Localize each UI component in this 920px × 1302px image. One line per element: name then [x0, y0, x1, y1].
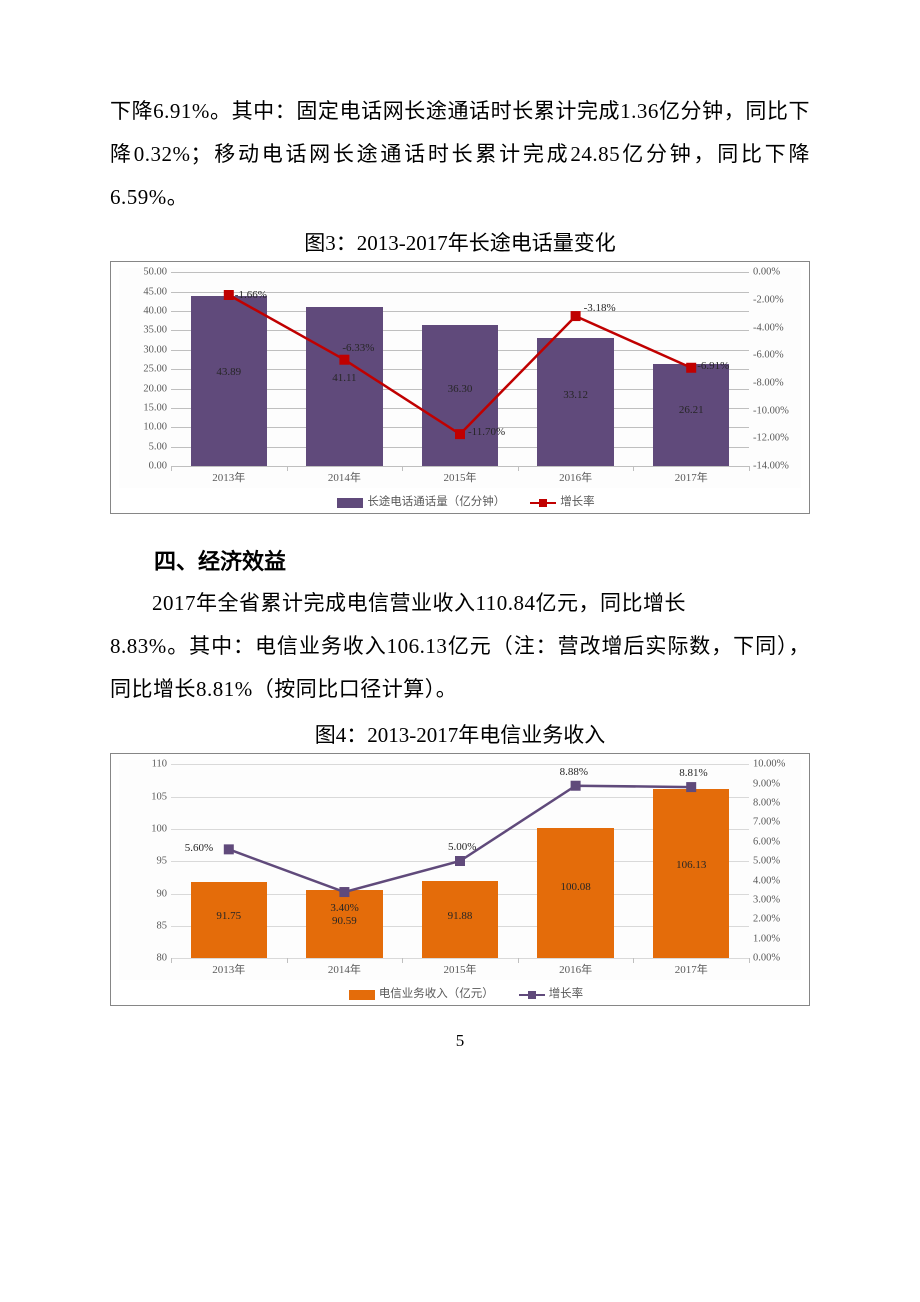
- y-right-tick: -10.00%: [753, 405, 797, 416]
- y-right-tick: 6.00%: [753, 836, 797, 847]
- figure4-title: 图4：2013-2017年电信业务收入: [110, 719, 810, 749]
- y-right-tick: 3.00%: [753, 895, 797, 906]
- line-value-label: 3.40%: [330, 902, 358, 914]
- figure3-title: 图3：2013-2017年长途电话量变化: [110, 227, 810, 257]
- y-left-tick: 85: [121, 920, 167, 931]
- y-right-tick: 8.00%: [753, 798, 797, 809]
- figure4-legend: 电信业务收入（亿元） 增长率: [119, 980, 801, 1003]
- line-value-label: 5.60%: [185, 842, 213, 854]
- y-left-tick: 5.00: [121, 441, 167, 452]
- category-label: 2016年: [518, 958, 634, 977]
- page-number: 5: [110, 1031, 810, 1051]
- y-left-tick: 45.00: [121, 286, 167, 297]
- y-left-tick: 110: [121, 759, 167, 770]
- line-value-label: -11.70%: [468, 426, 505, 438]
- line-value-label: 8.81%: [679, 767, 707, 779]
- line-value-label: 8.88%: [560, 766, 588, 778]
- y-right-tick: -6.00%: [753, 350, 797, 361]
- y-right-tick: 0.00%: [753, 267, 797, 278]
- legend-bar-label: 电信业务收入（亿元）: [379, 988, 494, 1000]
- category-label: 2013年: [171, 958, 287, 977]
- paragraph-2b: 8.83%。其中：电信业务收入106.13亿元（注：营改增后实际数，下同），同比…: [110, 625, 810, 711]
- y-left-tick: 25.00: [121, 364, 167, 375]
- y-left-tick: 20.00: [121, 383, 167, 394]
- y-left-tick: 15.00: [121, 402, 167, 413]
- category-label: 2014年: [287, 466, 403, 485]
- line-value-label: 5.00%: [448, 841, 476, 853]
- line-value-label: -6.33%: [342, 342, 374, 354]
- y-right-tick: 9.00%: [753, 778, 797, 789]
- y-right-tick: 2.00%: [753, 914, 797, 925]
- y-left-tick: 95: [121, 856, 167, 867]
- y-right-tick: -2.00%: [753, 294, 797, 305]
- category-label: 2017年: [633, 466, 749, 485]
- paragraph-2a: 2017年全省累计完成电信营业收入110.84亿元，同比增长: [110, 582, 810, 625]
- y-left-tick: 105: [121, 791, 167, 802]
- legend-line-label: 增长率: [549, 988, 584, 1000]
- paragraph-1: 下降6.91%。其中：固定电话网长途通话时长累计完成1.36亿分钟，同比下降0.…: [110, 90, 810, 219]
- y-right-tick: -14.00%: [753, 461, 797, 472]
- y-right-tick: 0.00%: [753, 953, 797, 964]
- y-right-tick: 10.00%: [753, 759, 797, 770]
- category-label: 2015年: [402, 958, 518, 977]
- line-value-label: -6.91%: [697, 360, 729, 372]
- y-right-tick: 7.00%: [753, 817, 797, 828]
- y-left-tick: 50.00: [121, 267, 167, 278]
- legend-line-swatch: [519, 989, 545, 1001]
- y-left-tick: 90: [121, 888, 167, 899]
- category-label: 2015年: [402, 466, 518, 485]
- legend-line-swatch: [530, 497, 556, 509]
- y-left-tick: 80: [121, 953, 167, 964]
- legend-bar-swatch: [337, 498, 363, 508]
- legend-bar-swatch: [349, 990, 375, 1000]
- figure3-legend: 长途电话通话量（亿分钟） 增长率: [119, 488, 801, 511]
- y-right-tick: 5.00%: [753, 856, 797, 867]
- y-right-tick: -4.00%: [753, 322, 797, 333]
- line-value-label: -1.66%: [235, 289, 267, 301]
- y-left-tick: 0.00: [121, 461, 167, 472]
- y-left-tick: 10.00: [121, 422, 167, 433]
- y-right-tick: 4.00%: [753, 875, 797, 886]
- category-label: 2016年: [518, 466, 634, 485]
- line-value-label: -3.18%: [584, 302, 616, 314]
- y-left-tick: 35.00: [121, 325, 167, 336]
- legend-line-label: 增长率: [560, 496, 595, 508]
- y-right-tick: 1.00%: [753, 933, 797, 944]
- category-label: 2013年: [171, 466, 287, 485]
- y-right-tick: -12.00%: [753, 433, 797, 444]
- y-right-tick: -8.00%: [753, 377, 797, 388]
- category-label: 2014年: [287, 958, 403, 977]
- y-left-tick: 40.00: [121, 305, 167, 316]
- figure4-chart: 80 85 90 95 100 105 110 0.00% 1.00% 2.00% 3.00% 4.0…: [110, 753, 810, 1006]
- y-left-tick: 30.00: [121, 344, 167, 355]
- figure3-chart: 0.00 5.00 10.00 15.00 20.00 25.00 30.00 35.00 40…: [110, 261, 810, 514]
- section-4-heading: 四、经济效益: [110, 544, 810, 576]
- y-left-tick: 100: [121, 823, 167, 834]
- legend-bar-label: 长途电话通话量（亿分钟）: [367, 496, 505, 508]
- category-label: 2017年: [633, 958, 749, 977]
